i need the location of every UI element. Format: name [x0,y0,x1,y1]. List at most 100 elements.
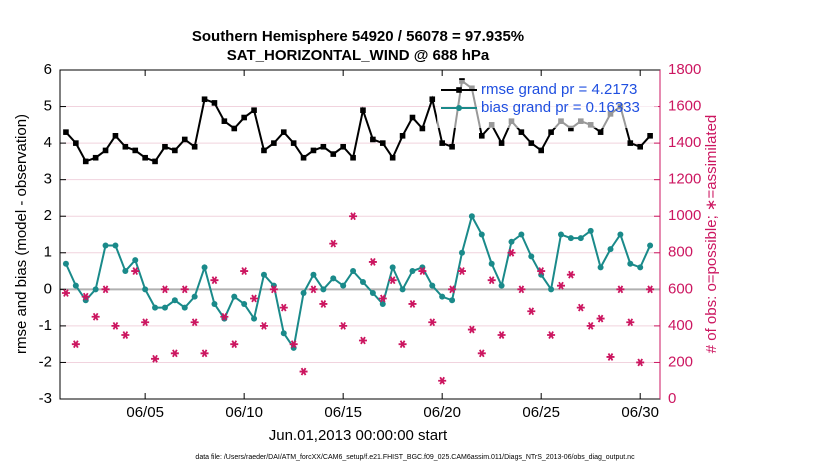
marker [467,325,476,334]
marker [211,300,218,307]
marker [398,340,407,349]
marker [191,293,198,300]
legend-box [437,80,658,128]
marker [180,285,189,294]
marker [647,133,653,139]
marker [597,264,604,271]
marker [616,285,625,294]
marker [82,158,89,165]
marker [548,129,554,135]
marker [92,154,99,161]
marker [141,318,150,327]
marker [299,367,308,376]
x-tick-label: 06/05 [126,404,164,421]
marker [448,285,457,294]
marker [596,314,605,323]
y2-tick-label: 1200 [668,171,701,188]
y-tick-label: -1 [39,317,52,334]
marker [360,107,366,114]
marker [280,330,287,337]
y2-tick-label: 800 [668,244,693,261]
y2-axis-label: # of obs: o=possible; ∗=assimilated [703,115,720,354]
marker [439,293,446,300]
y2-tick-label: 0 [668,390,676,407]
marker [279,303,288,312]
x-tick-label: 06/20 [423,404,461,421]
marker [498,282,505,289]
marker [319,300,328,308]
marker [162,143,168,150]
marker [112,133,119,139]
y-tick-label: 2 [44,207,52,224]
marker [358,336,367,345]
marker [586,321,595,330]
marker [320,286,327,293]
marker [111,321,120,330]
marker [330,151,337,157]
marker [102,147,109,154]
x-axis-label: Jun.01,2013 00:00:00 start [269,427,448,444]
marker [61,289,70,297]
marker [171,297,178,304]
marker [350,154,356,161]
y-axis-label: rmse and bias (model - observation) [13,114,30,354]
marker [102,242,109,249]
marker [457,267,466,275]
marker [261,147,267,154]
marker [72,282,79,289]
legend-marker [456,105,462,111]
marker [210,276,219,285]
legend-label: rmse grand pr = 4.2173 [481,81,637,98]
x-tick-label: 06/25 [522,404,560,421]
marker [577,235,584,242]
marker [280,129,287,135]
marker [92,286,99,293]
marker [271,140,277,146]
y-tick-label: 0 [44,280,52,297]
marker [122,143,129,150]
marker [429,282,436,289]
marker [566,270,575,279]
marker [408,300,417,308]
marker [260,271,267,278]
y2-tick-label: 600 [668,280,693,297]
marker [527,307,536,316]
marker [507,248,516,257]
marker [112,242,119,249]
marker [289,340,298,349]
y-tick-label: -2 [39,353,52,370]
marker [419,125,426,132]
y-tick-label: 6 [44,61,52,78]
marker [647,242,654,249]
marker [568,125,574,132]
marker [269,285,278,294]
marker [626,318,635,327]
marker [409,268,416,275]
marker [251,107,257,114]
marker [439,140,445,146]
marker [220,312,229,321]
footnote: data file: /Users/raeder/DAI/ATM_forcXX/… [195,454,635,461]
marker [556,281,565,290]
marker [517,285,526,294]
marker [201,264,208,271]
y2-tick-label: 1400 [668,134,701,151]
marker [290,140,297,146]
marker [71,340,80,349]
marker [576,303,585,312]
y-tick-label: 4 [44,134,52,151]
y2-tick-label: 1600 [668,98,701,115]
marker [587,227,594,234]
marker [637,143,643,150]
marker [627,140,634,146]
marker [548,286,555,293]
marker [161,304,168,311]
marker [310,147,317,154]
marker [200,349,209,358]
marker [340,143,346,150]
marker [81,292,90,301]
marker [330,275,337,282]
marker [181,136,188,143]
marker [132,257,139,264]
